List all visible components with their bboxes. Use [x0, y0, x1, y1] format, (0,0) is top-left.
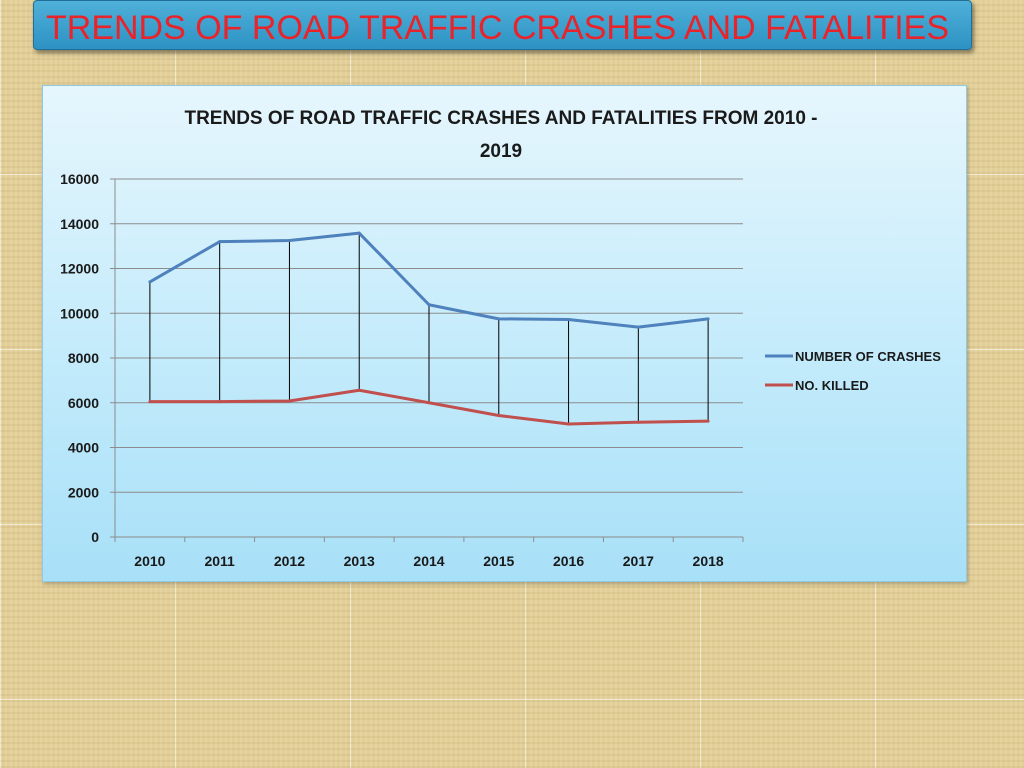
y-tick-label: 16000	[60, 171, 99, 187]
y-tick-label: 0	[91, 529, 99, 545]
data-point	[357, 388, 361, 392]
data-point	[706, 317, 710, 321]
slide-title: TRENDS OF ROAD TRAFFIC CRASHES AND FATAL…	[46, 9, 950, 47]
data-point	[148, 280, 152, 284]
x-tick-label: 2011	[204, 553, 235, 569]
data-point	[497, 317, 501, 321]
x-tick-label: 2016	[553, 553, 584, 569]
data-point	[636, 420, 640, 424]
data-point	[427, 303, 431, 307]
data-point	[567, 422, 571, 426]
x-tick-label: 2017	[623, 553, 654, 569]
data-point	[636, 325, 640, 329]
legend-label: NUMBER OF CRASHES	[795, 349, 941, 364]
y-tick-label: 2000	[68, 484, 99, 500]
line-chart: TRENDS OF ROAD TRAFFIC CRASHES AND FATAL…	[60, 108, 941, 569]
x-tick-label: 2018	[693, 553, 724, 569]
chart-panel: TRENDS OF ROAD TRAFFIC CRASHES AND FATAL…	[42, 85, 967, 582]
data-point	[567, 318, 571, 322]
slide-title-bar: TRENDS OF ROAD TRAFFIC CRASHES AND FATAL…	[33, 0, 972, 50]
chart-title-line: 2019	[480, 141, 522, 162]
data-point	[148, 400, 152, 404]
x-tick-label: 2012	[274, 553, 305, 569]
data-point	[357, 231, 361, 235]
x-tick-label: 2010	[134, 553, 165, 569]
y-tick-label: 14000	[60, 216, 99, 232]
y-tick-label: 12000	[60, 261, 99, 277]
legend-label: NO. KILLED	[795, 378, 869, 393]
data-point	[218, 400, 222, 404]
x-tick-label: 2013	[344, 553, 375, 569]
y-tick-label: 8000	[68, 350, 99, 366]
x-tick-label: 2014	[413, 553, 444, 569]
y-tick-label: 10000	[60, 305, 99, 321]
data-point	[218, 240, 222, 244]
data-point	[287, 239, 291, 243]
data-point	[287, 399, 291, 403]
chart-title-line: TRENDS OF ROAD TRAFFIC CRASHES AND FATAL…	[184, 108, 817, 129]
y-tick-label: 4000	[68, 440, 99, 456]
x-tick-label: 2015	[483, 553, 514, 569]
data-point	[706, 419, 710, 423]
data-point	[497, 414, 501, 418]
y-tick-label: 6000	[68, 395, 99, 411]
data-point	[427, 401, 431, 405]
